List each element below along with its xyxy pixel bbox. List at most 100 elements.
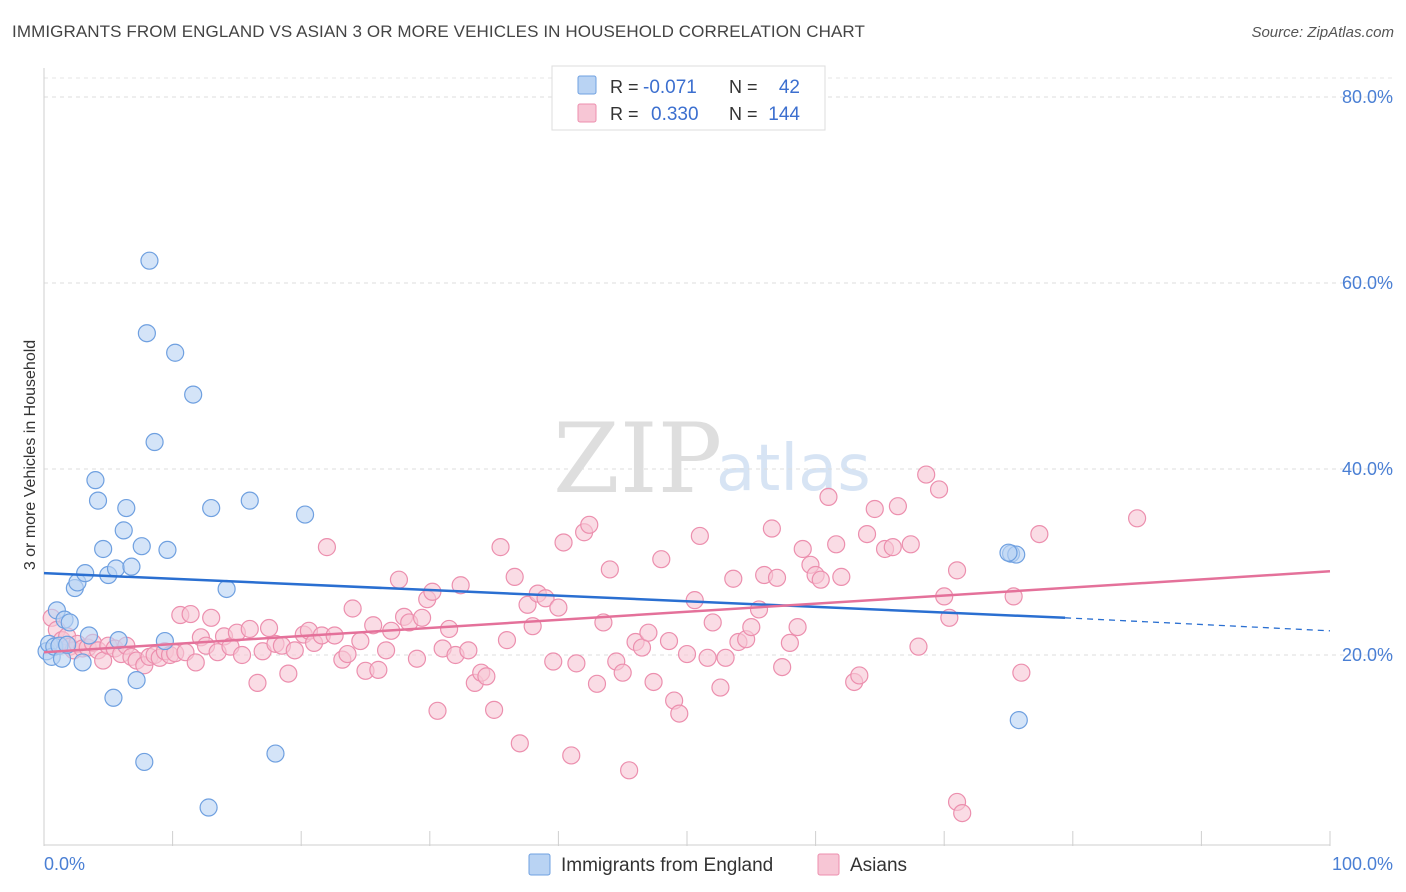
point-asians-106	[677, 644, 697, 664]
point-asians-56	[364, 616, 383, 635]
x-tick-labels: 0.0% 100.0%	[44, 854, 1393, 874]
point-asians-103	[659, 631, 679, 651]
point-asians-49	[317, 538, 337, 557]
point-asians-36	[232, 645, 252, 665]
point-asians-110	[703, 613, 722, 632]
point-england-27	[135, 752, 154, 772]
legend-r-label-asians: R =	[610, 104, 639, 124]
point-asians-52	[338, 644, 357, 664]
legend-bottom: Immigrants from England Asians	[528, 853, 907, 876]
point-asians-113	[724, 569, 743, 588]
point-asians-94	[600, 560, 619, 579]
legend-r-value-england: -0.071	[643, 77, 697, 98]
point-asians-60	[389, 570, 409, 589]
x-tick-label-1: 100.0%	[1332, 854, 1393, 874]
point-england-38	[240, 491, 259, 510]
legend-bottom-swatch-asians	[817, 853, 840, 876]
legend-swatch-asians	[577, 103, 597, 123]
point-england-17	[94, 539, 113, 559]
legend-bottom-label-asians: Asians	[850, 855, 907, 876]
point-asians-109	[698, 648, 717, 667]
point-asians-132	[850, 666, 869, 685]
point-asians-123	[788, 617, 807, 637]
point-england-13	[76, 564, 95, 583]
trend-line-england-extension	[1065, 617, 1331, 632]
point-asians-58	[376, 641, 396, 660]
point-asians-88	[562, 746, 581, 765]
point-asians-27	[181, 604, 200, 624]
point-england-31	[155, 631, 174, 651]
point-england-29	[140, 251, 159, 270]
point-england-15	[86, 471, 105, 490]
point-asians-130	[832, 567, 851, 586]
legend-top: R = -0.071 N = 42 R = 0.330 N = 144	[551, 65, 826, 131]
point-asians-64	[412, 608, 432, 627]
point-asians-86	[549, 598, 568, 617]
point-asians-141	[929, 480, 949, 499]
chart-title: IMMIGRANTS FROM ENGLAND VS ASIAN 3 OR MO…	[12, 22, 865, 41]
point-england-26	[132, 537, 151, 556]
point-england-16	[88, 491, 108, 510]
point-asians-102	[652, 550, 671, 569]
point-asians-112	[716, 648, 735, 667]
point-asians-78	[497, 631, 517, 650]
point-asians-134	[865, 499, 884, 519]
point-asians-148	[1127, 509, 1147, 528]
point-asians-44	[285, 641, 304, 660]
legend-top-box	[551, 65, 826, 131]
legend-bottom-label-england: Immigrants from England	[561, 855, 773, 876]
point-asians-77	[491, 538, 510, 557]
point-asians-57	[369, 660, 388, 679]
point-asians-129	[827, 535, 846, 554]
point-asians-63	[407, 649, 427, 668]
point-asians-38	[248, 673, 267, 693]
point-asians-139	[909, 637, 928, 656]
point-england-28	[137, 324, 156, 343]
point-asians-122	[780, 633, 799, 653]
point-asians-76	[485, 700, 504, 719]
point-asians-69	[439, 619, 459, 639]
point-asians-71	[451, 576, 470, 595]
point-england-43	[999, 543, 1018, 562]
point-asians-105	[670, 704, 689, 723]
point-asians-146	[1012, 663, 1031, 682]
point-england-40	[295, 505, 315, 524]
y-tick-label-2: 60.0%	[1342, 273, 1393, 293]
point-asians-92	[587, 674, 607, 693]
point-asians-96	[613, 663, 632, 682]
point-england-33	[166, 343, 185, 362]
point-asians-108	[690, 526, 709, 546]
y-tick-label-0: 20.0%	[1342, 645, 1393, 665]
trend-line-asians	[43, 570, 1331, 654]
trend-line-england	[43, 571, 1066, 620]
point-england-24	[122, 557, 141, 576]
point-england-30	[145, 432, 164, 452]
legend-n-label-asians: N =	[729, 104, 758, 124]
point-asians-120	[767, 568, 787, 587]
point-asians-31	[202, 608, 221, 627]
point-england-22	[114, 521, 133, 540]
point-asians-53	[343, 599, 362, 618]
legend-r-label-england: R =	[610, 77, 639, 97]
point-asians-89	[567, 654, 586, 673]
point-asians-54	[351, 631, 370, 651]
point-asians-81	[518, 595, 537, 614]
point-england-12	[73, 653, 92, 672]
point-england-23	[117, 498, 136, 518]
x-tick-label-0: 0.0%	[44, 854, 85, 874]
point-asians-121	[773, 657, 792, 677]
axes	[43, 68, 1331, 846]
point-asians-150	[953, 803, 972, 823]
point-england-9	[60, 613, 79, 632]
point-asians-119	[762, 519, 781, 538]
data-points	[37, 251, 1147, 823]
series-points-asians	[42, 465, 1147, 823]
point-england-35	[199, 798, 218, 817]
point-asians-67	[428, 701, 447, 720]
point-asians-79	[505, 567, 524, 586]
point-asians-144	[947, 561, 967, 580]
legend-bottom-swatch-england	[528, 853, 551, 876]
point-england-34	[184, 385, 203, 404]
point-asians-28	[186, 653, 205, 672]
